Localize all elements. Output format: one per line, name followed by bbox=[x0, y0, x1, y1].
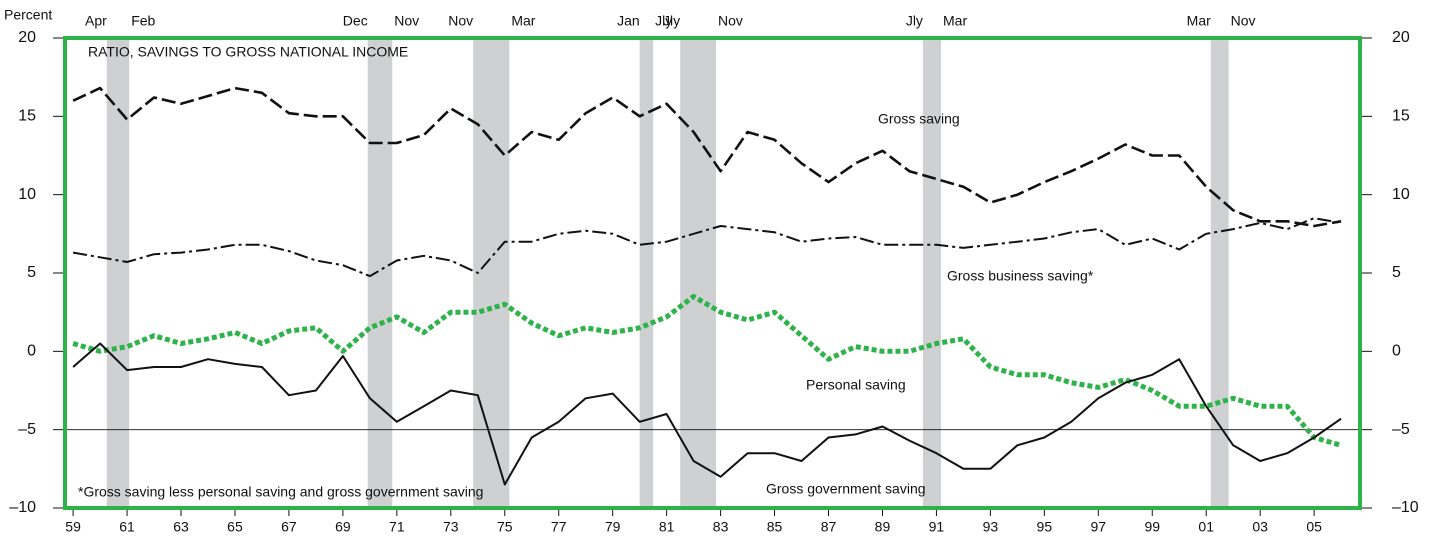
recession-band bbox=[106, 38, 130, 508]
y-tick-label-right: 15 bbox=[1392, 108, 1410, 125]
recession-end-label: Jly bbox=[655, 13, 672, 29]
y-tick-label: –10 bbox=[9, 499, 36, 516]
plot-frame bbox=[63, 36, 1362, 510]
recession-start-label: Nov bbox=[448, 13, 473, 29]
x-tick-label: 65 bbox=[227, 519, 243, 535]
x-tick-label: 93 bbox=[983, 519, 999, 535]
y-tick-label: 20 bbox=[18, 29, 36, 46]
x-tick-label: 77 bbox=[551, 519, 567, 535]
x-tick-label: 81 bbox=[659, 519, 675, 535]
chart-title: RATIO, SAVINGS TO GROSS NATIONAL INCOME bbox=[88, 44, 408, 60]
recession-end-label: Nov bbox=[718, 13, 743, 29]
y-tick-label-right: 20 bbox=[1392, 29, 1410, 46]
series-line bbox=[72, 342, 1342, 486]
series-label: Gross business saving* bbox=[947, 268, 1094, 284]
recession-end-label: Mar bbox=[511, 13, 535, 29]
recession-band bbox=[367, 38, 393, 508]
recession-band bbox=[639, 38, 654, 508]
y-tick-label-right: –5 bbox=[1392, 421, 1410, 438]
recession-start-label: Jly bbox=[663, 13, 680, 29]
series-label: Gross saving bbox=[878, 111, 960, 127]
recession-end-label: Feb bbox=[131, 13, 155, 29]
x-tick-label: 05 bbox=[1306, 519, 1322, 535]
x-tick-label: 97 bbox=[1091, 519, 1107, 535]
y-tick-label: 0 bbox=[27, 343, 36, 360]
y-tick-label-right: 5 bbox=[1392, 264, 1401, 281]
x-tick-label: 73 bbox=[443, 519, 459, 535]
x-tick-label: 83 bbox=[713, 519, 729, 535]
recession-end-label: Mar bbox=[943, 13, 967, 29]
recession-band bbox=[1210, 38, 1229, 508]
x-tick-label: 87 bbox=[821, 519, 837, 535]
x-tick-label: 75 bbox=[497, 519, 513, 535]
y-tick-label: 15 bbox=[18, 108, 36, 125]
x-tick-label: 79 bbox=[605, 519, 621, 535]
x-tick-label: 67 bbox=[281, 519, 297, 535]
x-tick-label: 99 bbox=[1144, 519, 1160, 535]
x-tick-label: 89 bbox=[875, 519, 891, 535]
x-tick-label: 59 bbox=[65, 519, 81, 535]
series-label: Personal saving bbox=[806, 377, 906, 393]
recession-band bbox=[922, 38, 942, 508]
y-tick-label: –5 bbox=[18, 421, 36, 438]
series-label: Gross government saving bbox=[766, 481, 926, 497]
x-tick-label: 95 bbox=[1037, 519, 1053, 535]
x-tick-label: 91 bbox=[929, 519, 945, 535]
x-tick-label: 85 bbox=[767, 519, 783, 535]
series-line bbox=[72, 86, 1342, 228]
recession-start-label: Dec bbox=[343, 13, 368, 29]
y-tick-label: 10 bbox=[18, 186, 36, 203]
y-tick-label-right: 10 bbox=[1392, 186, 1410, 203]
recession-start-label: Jly bbox=[906, 13, 923, 29]
footnote: *Gross saving less personal saving and g… bbox=[78, 484, 483, 500]
recession-start-label: Jan bbox=[617, 13, 640, 29]
x-tick-label: 69 bbox=[335, 519, 351, 535]
recession-band bbox=[680, 38, 717, 508]
recession-end-label: Nov bbox=[1231, 13, 1256, 29]
y-axis-label: Percent bbox=[4, 7, 52, 23]
x-tick-label: 03 bbox=[1252, 519, 1268, 535]
x-tick-label: 01 bbox=[1198, 519, 1214, 535]
y-tick-label-right: –10 bbox=[1392, 499, 1419, 516]
x-tick-label: 61 bbox=[119, 519, 135, 535]
x-tick-label: 63 bbox=[173, 519, 189, 535]
recession-start-label: Mar bbox=[1187, 13, 1211, 29]
recession-end-label: Nov bbox=[394, 13, 419, 29]
recession-start-label: Apr bbox=[85, 13, 107, 29]
y-tick-label-right: 0 bbox=[1392, 343, 1401, 360]
x-tick-label: 71 bbox=[389, 519, 405, 535]
y-tick-label: 5 bbox=[27, 264, 36, 281]
series-line bbox=[72, 217, 1342, 278]
